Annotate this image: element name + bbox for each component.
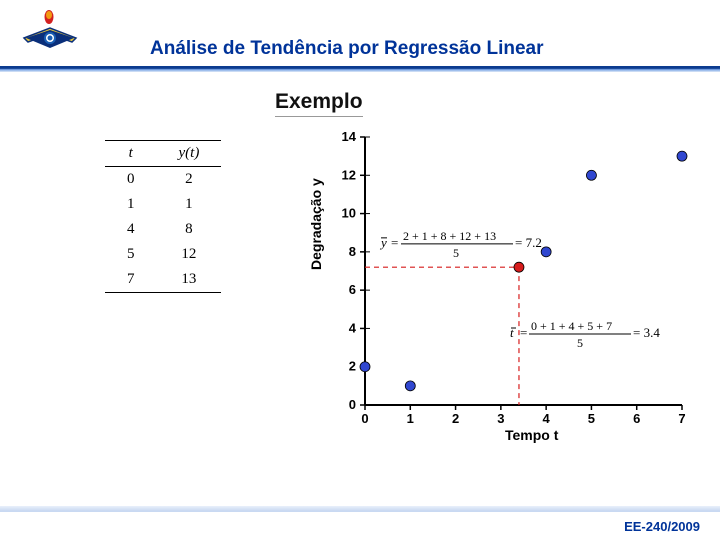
svg-text:3: 3	[497, 411, 504, 426]
svg-text:6: 6	[349, 282, 356, 297]
page-title: Análise de Tendência por Regressão Linea…	[150, 38, 544, 60]
svg-text:0: 0	[349, 397, 356, 412]
footer-band	[0, 506, 720, 512]
svg-text:2: 2	[452, 411, 459, 426]
table-cell: 5	[105, 242, 157, 267]
footer-code: EE-240/2009	[624, 519, 700, 534]
subtitle: Exemplo	[275, 90, 363, 117]
svg-text:14: 14	[342, 129, 357, 144]
svg-text:0: 0	[361, 411, 368, 426]
svg-text:= 3.4: = 3.4	[633, 325, 660, 340]
svg-text:12: 12	[342, 167, 356, 182]
ita-logo	[20, 8, 80, 63]
table-cell: 0	[105, 167, 157, 193]
svg-text:= 7.2: = 7.2	[515, 235, 542, 250]
data-table: t y(t) 02 11 48 512 713	[105, 140, 221, 293]
table-header: y(t)	[157, 141, 222, 167]
x-axis-label: Tempo t	[505, 427, 558, 443]
svg-text:8: 8	[349, 244, 356, 259]
title-rule	[0, 66, 720, 72]
svg-text:5: 5	[588, 411, 595, 426]
svg-text:y: y	[379, 235, 387, 250]
table-cell: 7	[105, 267, 157, 293]
svg-text:7: 7	[678, 411, 685, 426]
table-cell: 8	[157, 217, 222, 242]
table-cell: 2	[157, 167, 222, 193]
svg-text:4: 4	[543, 411, 551, 426]
table-cell: 1	[157, 192, 222, 217]
table-cell: 13	[157, 267, 222, 293]
svg-text:5: 5	[453, 246, 459, 260]
scatter-chart: Degradação y 0246810121401234567y=2 + 1 …	[310, 125, 700, 445]
svg-text:4: 4	[349, 320, 357, 335]
svg-text:2 + 1 + 8 + 12 + 13: 2 + 1 + 8 + 12 + 13	[403, 229, 496, 243]
svg-text:10: 10	[342, 206, 356, 221]
svg-text:=: =	[391, 235, 398, 250]
svg-text:t: t	[510, 325, 514, 340]
svg-text:5: 5	[577, 336, 583, 350]
svg-text:=: =	[520, 325, 527, 340]
svg-text:1: 1	[407, 411, 414, 426]
y-axis-label: Degradação y	[308, 178, 324, 270]
table-cell: 1	[105, 192, 157, 217]
table-cell: 4	[105, 217, 157, 242]
table-cell: 12	[157, 242, 222, 267]
svg-text:2: 2	[349, 359, 356, 374]
svg-text:0 + 1 + 4 + 5 + 7: 0 + 1 + 4 + 5 + 7	[531, 319, 612, 333]
chart-svg: 0246810121401234567y=2 + 1 + 8 + 12 + 13…	[310, 125, 700, 445]
svg-text:6: 6	[633, 411, 640, 426]
table-header: t	[105, 141, 157, 167]
